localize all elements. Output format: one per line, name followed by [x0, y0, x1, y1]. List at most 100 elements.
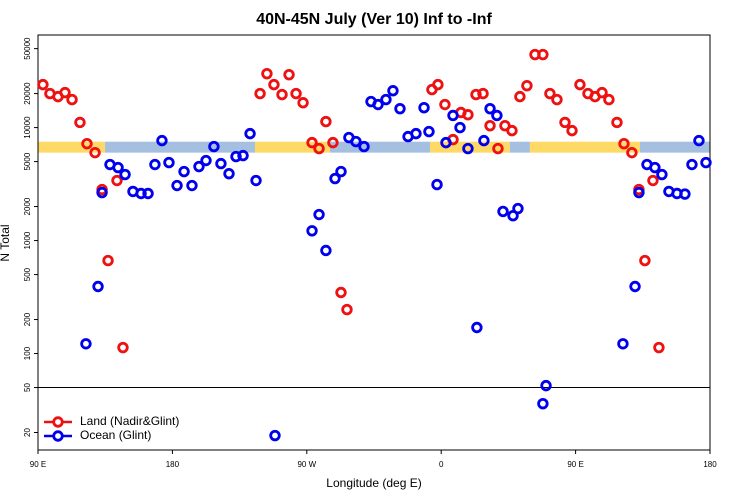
point — [350, 135, 362, 148]
point — [618, 138, 630, 150]
point — [92, 280, 104, 293]
point — [297, 97, 309, 109]
point — [358, 140, 370, 153]
y-tick-label: 100 — [23, 346, 32, 360]
y-tick-label: 200 — [23, 312, 32, 326]
chart-title: 40N-45N July (Ver 10) Inf to -Inf — [256, 11, 492, 28]
point — [484, 119, 496, 132]
point — [537, 48, 549, 61]
point — [497, 205, 509, 218]
point — [649, 161, 661, 174]
point — [268, 78, 280, 91]
point — [290, 87, 302, 100]
point — [626, 146, 638, 159]
point — [74, 116, 86, 129]
x-tick-label: 90 W — [297, 460, 316, 469]
point — [611, 116, 623, 129]
point — [471, 321, 483, 334]
legend-label: Ocean (Glint) — [80, 428, 151, 442]
point — [335, 165, 347, 178]
point — [320, 244, 332, 257]
x-tick-label: 90 E — [567, 460, 583, 469]
point — [653, 341, 665, 354]
point — [447, 109, 459, 122]
point — [171, 179, 183, 192]
point — [492, 142, 504, 155]
mask-segment — [509, 141, 530, 153]
mask-segment — [329, 141, 430, 153]
point — [117, 341, 129, 354]
point — [80, 338, 92, 350]
point — [537, 397, 549, 410]
legend-marker — [52, 416, 64, 428]
point — [423, 125, 435, 138]
point — [250, 174, 262, 187]
point — [276, 88, 288, 101]
point — [440, 136, 452, 149]
point — [491, 109, 503, 122]
y-tick-label: 20 — [23, 428, 32, 437]
point — [327, 136, 339, 149]
point — [223, 167, 235, 180]
point — [261, 67, 273, 80]
point — [313, 208, 325, 221]
point — [470, 88, 482, 101]
point — [59, 86, 71, 99]
y-tick-label: 1000 — [23, 231, 32, 249]
mask-segment — [529, 141, 640, 153]
point — [462, 142, 474, 155]
point — [431, 178, 443, 191]
point — [244, 127, 256, 140]
point — [119, 168, 131, 181]
point — [81, 138, 93, 150]
point — [478, 134, 490, 147]
point — [156, 134, 168, 147]
point — [163, 156, 175, 169]
point — [193, 160, 205, 173]
point — [596, 86, 608, 99]
point — [237, 149, 249, 162]
point — [283, 68, 295, 81]
x-tick-label: 180 — [166, 460, 180, 469]
y-tick-label: 5000 — [23, 152, 32, 170]
point — [679, 188, 691, 200]
point — [329, 172, 341, 185]
point — [215, 157, 227, 170]
point — [306, 136, 318, 149]
point — [306, 225, 318, 237]
point — [320, 115, 332, 128]
mask-segment — [254, 141, 330, 153]
x-tick-label: 90 E — [30, 460, 46, 469]
point — [372, 98, 384, 111]
point — [439, 98, 451, 111]
mask-segment — [38, 141, 106, 153]
x-tick-label: 0 — [439, 460, 444, 469]
point — [603, 93, 615, 106]
point — [102, 254, 114, 267]
y-tick-label: 50 — [23, 383, 32, 392]
point — [462, 109, 474, 121]
point — [410, 127, 422, 140]
point — [387, 85, 399, 97]
mask-segment — [105, 141, 255, 153]
y-tick-label: 50000 — [23, 37, 32, 60]
point — [394, 102, 406, 115]
point — [633, 186, 645, 199]
point — [521, 79, 533, 92]
point — [454, 121, 466, 134]
mask-segment — [430, 141, 510, 153]
point — [418, 101, 430, 114]
point — [512, 202, 524, 215]
point — [178, 165, 190, 178]
point — [313, 142, 325, 155]
point — [540, 379, 552, 392]
point — [89, 146, 101, 159]
point — [142, 187, 154, 200]
point — [544, 87, 556, 100]
point — [135, 187, 147, 200]
point — [629, 280, 641, 293]
point — [514, 90, 526, 103]
point — [37, 78, 49, 91]
y-tick-label: 500 — [23, 267, 32, 281]
